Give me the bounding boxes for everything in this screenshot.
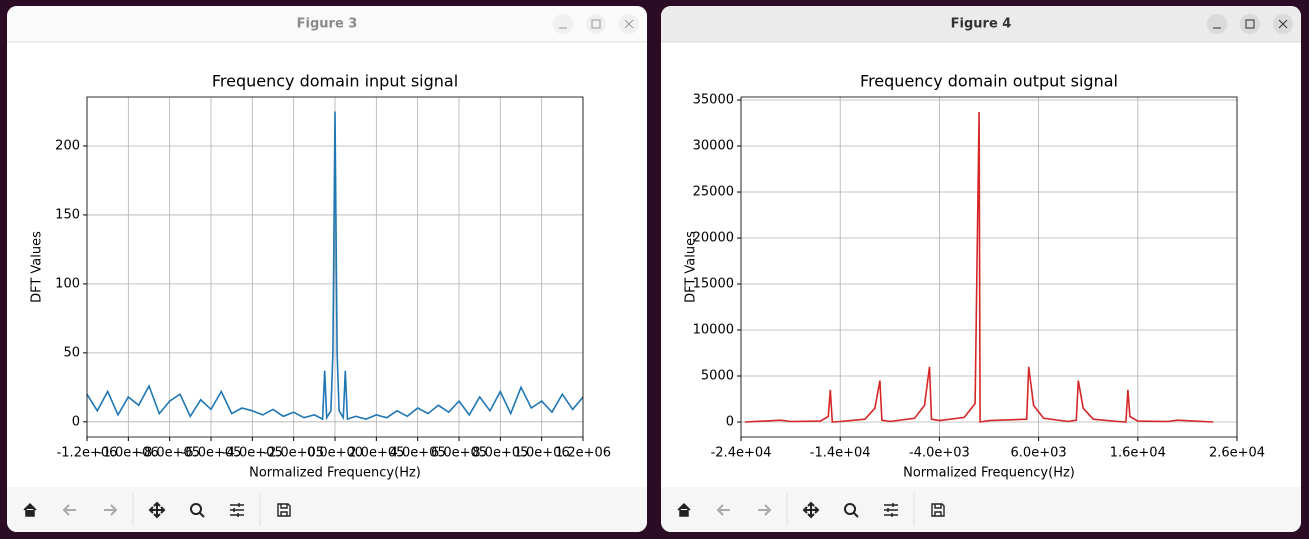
- x-tick-label: 2.6e+04: [1209, 446, 1265, 461]
- title-bar: [7, 6, 647, 42]
- maximize-button[interactable]: [586, 14, 606, 34]
- zoom-button[interactable]: [837, 496, 865, 524]
- x-tick-label: -4.0e+03: [909, 446, 970, 461]
- title-bar: [661, 6, 1301, 42]
- save-button[interactable]: [924, 496, 952, 524]
- x-tick-label: 8.0e+05: [472, 446, 528, 461]
- x-tick-label: 6.0e+03: [1011, 446, 1067, 461]
- y-tick-label: 15000: [693, 277, 734, 292]
- x-tick-label: -2.0e+05: [263, 446, 324, 461]
- y-axis-label: DFT Values: [30, 231, 45, 303]
- forward-button[interactable]: [750, 496, 778, 524]
- x-tick-label: -4.0e+05: [222, 446, 283, 461]
- x-tick-label: -1.0e+06: [98, 446, 159, 461]
- save-button[interactable]: [270, 496, 298, 524]
- y-tick-label: 5000: [701, 369, 734, 384]
- configure-icon: [884, 503, 898, 517]
- minimize-button[interactable]: [1207, 14, 1227, 34]
- window: Figure 4: [661, 6, 1301, 532]
- y-tick-label: 25000: [693, 185, 734, 200]
- x-tick-label: -2.4e+04: [711, 446, 772, 461]
- chart-title: Frequency domain output signal: [860, 72, 1118, 91]
- back-icon: [716, 504, 730, 516]
- chart-title: Frequency domain input signal: [212, 72, 458, 91]
- x-tick-label: -6.0e+05: [181, 446, 242, 461]
- window-title: Figure 4: [951, 17, 1012, 32]
- x-axis-label: Normalized Frequency(Hz): [249, 466, 421, 481]
- back-button[interactable]: [710, 496, 738, 524]
- axes-frame: [740, 96, 1238, 438]
- x-tick-label: 2.0e+05: [348, 446, 404, 461]
- forward-button[interactable]: [96, 496, 124, 524]
- back-button[interactable]: [56, 496, 84, 524]
- toolbar: [7, 487, 647, 532]
- y-tick-label: 50: [63, 345, 80, 360]
- home-icon: [677, 502, 691, 517]
- zoom-icon: [190, 503, 205, 518]
- x-tick-label: -8.0e+05: [139, 446, 200, 461]
- x-tick-label: -1.4e+04: [810, 446, 871, 461]
- y-tick-label: 30000: [693, 139, 734, 154]
- pan-button[interactable]: [797, 496, 825, 524]
- zoom-icon: [844, 503, 859, 518]
- button-area: [270, 496, 298, 524]
- close-icon: [624, 19, 634, 29]
- close-icon: [1278, 19, 1288, 29]
- pan-button[interactable]: [143, 496, 171, 524]
- x-tick-label: 1.0e+06: [514, 446, 570, 461]
- forward-icon: [104, 504, 118, 516]
- minimize-button[interactable]: [553, 14, 573, 34]
- x-tick-label: 0.0e+00: [307, 446, 363, 461]
- window-frame: [7, 6, 647, 532]
- button-area: [183, 496, 211, 524]
- x-tick-label: 4.0e+05: [390, 446, 446, 461]
- configure-button[interactable]: [877, 496, 905, 524]
- zoom-button[interactable]: [183, 496, 211, 524]
- pan-icon: [802, 501, 820, 519]
- x-tick-label: 1.2e+06: [555, 446, 611, 461]
- home-icon: [23, 502, 37, 517]
- button-area: [837, 496, 865, 524]
- y-tick-label: 0: [726, 415, 734, 430]
- x-tick-label: -1.2e+06: [57, 446, 118, 461]
- maximize-button[interactable]: [1240, 14, 1260, 34]
- axes-frame: [86, 96, 584, 438]
- save-icon: [277, 503, 291, 517]
- x-tick-label: 6.0e+05: [431, 446, 487, 461]
- pan-icon: [148, 501, 166, 519]
- configure-icon: [230, 503, 244, 517]
- toolbar: [661, 487, 1301, 532]
- forward-icon: [758, 504, 772, 516]
- y-tick-label: 200: [55, 138, 80, 153]
- y-tick-label: 35000: [693, 93, 734, 108]
- configure-button[interactable]: [223, 496, 251, 524]
- x-axis-label: Normalized Frequency(Hz): [903, 466, 1075, 481]
- y-axis-label: DFT Values: [684, 231, 699, 303]
- data-line: [86, 111, 584, 421]
- window-title: Figure 3: [297, 17, 358, 32]
- home-button[interactable]: [16, 496, 44, 524]
- data-line: [744, 111, 1214, 423]
- y-tick-label: 0: [72, 414, 80, 429]
- y-tick-label: 10000: [693, 323, 734, 338]
- window: Figure 3: [7, 6, 647, 532]
- save-icon: [931, 503, 945, 517]
- home-button[interactable]: [670, 496, 698, 524]
- x-tick-label: 1.6e+04: [1110, 446, 1166, 461]
- y-tick-label: 150: [55, 207, 80, 222]
- y-tick-label: 20000: [693, 231, 734, 246]
- maximize-icon: [591, 19, 601, 29]
- maximize-icon: [1245, 19, 1255, 29]
- y-tick-label: 100: [55, 276, 80, 291]
- button-area: [924, 496, 952, 524]
- window-frame: [661, 6, 1301, 532]
- back-icon: [62, 504, 76, 516]
